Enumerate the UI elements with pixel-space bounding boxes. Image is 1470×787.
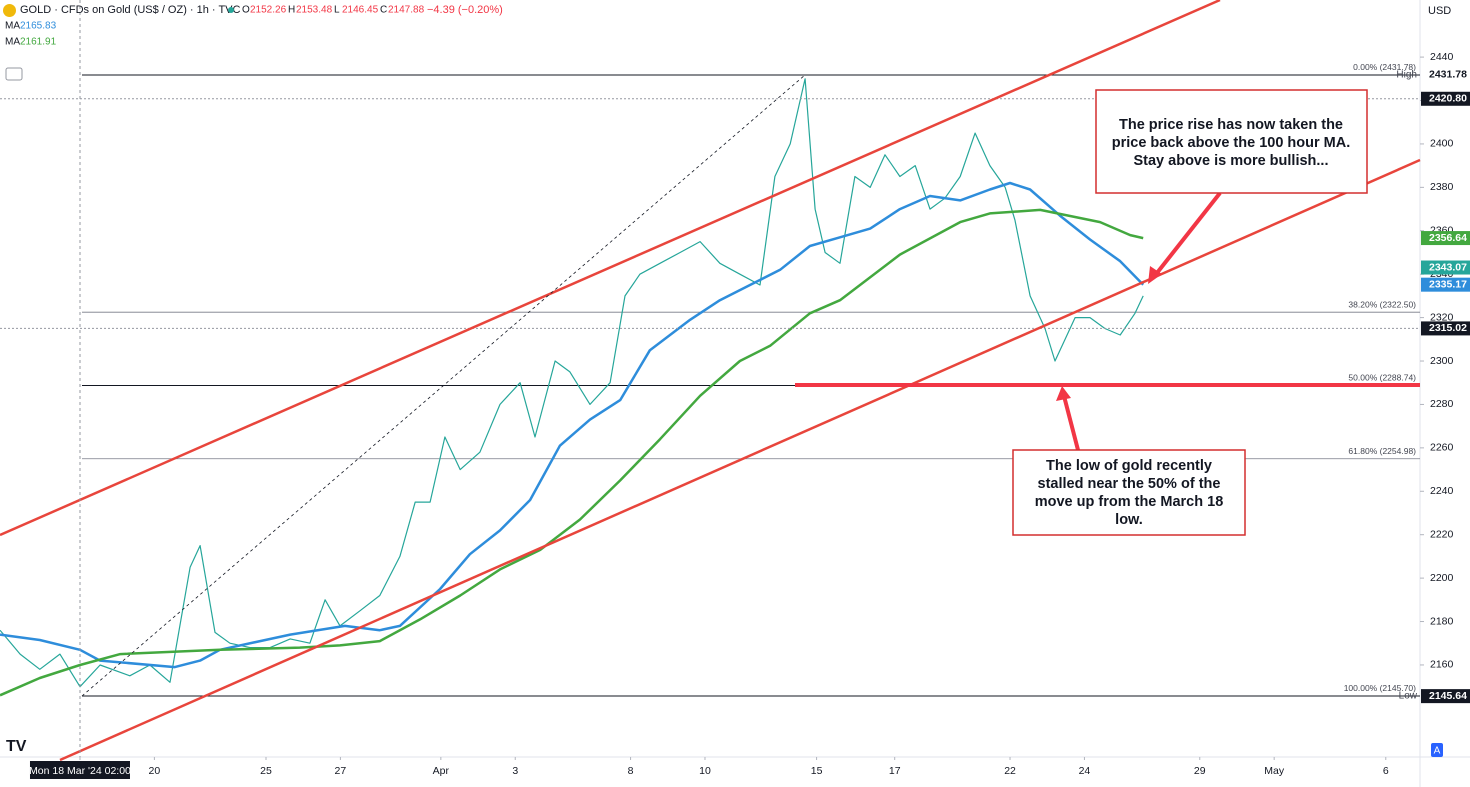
price-label-bg	[1421, 260, 1470, 275]
annotation-box	[1012, 449, 1246, 536]
x-tick-label: 24	[1079, 765, 1091, 777]
price-tag: High	[1396, 70, 1417, 81]
y-tick-label: 2180	[1430, 615, 1454, 627]
price-tag: Low	[1399, 691, 1418, 702]
annotation-text: price back above the 100 hour MA.	[1112, 135, 1351, 151]
x-tick-label: 17	[889, 765, 901, 777]
legend-name: MA	[5, 37, 20, 48]
price-label: 2315.02	[1429, 322, 1467, 334]
x-tick-label: 8	[628, 765, 634, 777]
price-label-bg	[1421, 67, 1470, 82]
symbol-title: GOLD · CFDs on Gold (US$ / OZ) · 1h · TV…	[20, 4, 241, 16]
annotation-box	[1095, 89, 1368, 194]
fib-label: 100.00% (2145.70)	[1344, 683, 1416, 693]
channel-upper	[0, 0, 1221, 537]
x-tick-label: Apr	[433, 765, 450, 777]
legend-value: 2165.83	[20, 21, 57, 32]
y-tick-label: 2160	[1430, 659, 1454, 671]
annotation-text: low.	[1115, 512, 1143, 528]
y-tick-label: 2200	[1430, 572, 1454, 584]
x-tick-label: May	[1264, 765, 1285, 777]
price-label: 2335.17	[1429, 278, 1467, 290]
ohlc-key: O	[242, 5, 250, 16]
x-tick-label: 22	[1004, 765, 1016, 777]
annotations: The price rise has now taken the price ba…	[1035, 117, 1351, 528]
annotation-text: Stay above is more bullish...	[1133, 153, 1328, 169]
arrow-shaft	[1151, 191, 1222, 280]
status-dot	[228, 7, 234, 13]
legend-value: 2161.91	[20, 37, 57, 48]
collapse-button[interactable]	[5, 67, 23, 81]
y-tick-label: 2220	[1430, 528, 1454, 540]
moving-average	[0, 208, 1144, 697]
fib-label: 50.00% (2288.74)	[1348, 373, 1416, 383]
price-label: 2431.78	[1429, 69, 1467, 81]
ohlc-key: H	[288, 5, 295, 16]
ohlc-value: 2153.48	[296, 5, 333, 16]
price-label-bg	[1421, 689, 1470, 704]
fib-label: 38.20% (2322.50)	[1348, 299, 1416, 309]
x-tick-label: 20	[149, 765, 161, 777]
x-tick-label: 10	[699, 765, 711, 777]
y-tick-label: 2400	[1430, 138, 1454, 150]
moving-average	[0, 181, 1145, 669]
x-tick-label: 29	[1194, 765, 1206, 777]
price-label: 2145.64	[1429, 690, 1467, 702]
symbol-icon	[3, 4, 16, 17]
x-tick-label: 27	[335, 765, 347, 777]
arrow-shaft	[1062, 395, 1080, 451]
price-label-bg	[1421, 231, 1470, 246]
price-label-bg	[1421, 91, 1470, 106]
price-label-bg	[1421, 321, 1470, 336]
ohlc-value: 2152.26	[250, 5, 287, 16]
fib-label: 0.00% (2431.78)	[1353, 62, 1416, 72]
y-tick-label: 2320	[1430, 311, 1454, 323]
ohlc-key: L	[334, 5, 340, 16]
annotation-text: stalled near the 50% of the	[1038, 476, 1221, 492]
legend-name: MA	[5, 21, 20, 32]
ohlc-key: C	[380, 5, 387, 16]
fib-label: 61.80% (2254.98)	[1348, 446, 1416, 456]
crosshair-label-bg	[29, 761, 130, 779]
annotation-text: The low of gold recently	[1046, 458, 1212, 474]
change: −4.39 (−0.20%)	[427, 4, 503, 16]
price-label: 2420.80	[1429, 93, 1467, 105]
arrow-head	[1056, 386, 1071, 401]
channel-lower	[59, 158, 1421, 762]
ohlc: O 2152.26 H 2153.48 L 2146.45 C 2147.88	[242, 5, 425, 16]
x-tick-label: 15	[811, 765, 823, 777]
x-tick-label: 3	[512, 765, 518, 777]
auto-button[interactable]	[1431, 743, 1443, 757]
y-tick-label: 2380	[1430, 181, 1454, 193]
x-tick-label: 6	[1383, 765, 1389, 777]
price-label: 2356.64	[1429, 232, 1467, 244]
y-tick-label: 2240	[1430, 485, 1454, 497]
plot-area: 0.00% (2431.78) 38.20% (2322.50) 50.00% (2…	[0, 62, 1420, 697]
x-tick-label: Mon 18 Mar '24 02:00	[29, 765, 131, 777]
annotation-text: The price rise has now taken the	[1119, 117, 1343, 133]
annotation-text: move up from the March 18	[1035, 494, 1224, 510]
price-label-bg	[1421, 277, 1470, 292]
y-tick-label: 2300	[1430, 355, 1454, 367]
logo: TV	[6, 738, 27, 755]
y-tick-label: 2260	[1430, 442, 1454, 454]
fib-trend	[81, 74, 806, 697]
y-tick-label: 2440	[1430, 51, 1454, 63]
ohlc-value: 2147.88	[388, 5, 425, 16]
ohlc-value: 2146.45	[342, 5, 379, 16]
arrow-head	[1148, 266, 1162, 284]
auto-label: A	[1434, 746, 1441, 757]
price-label: 2343.07	[1429, 261, 1467, 273]
price-line	[0, 78, 1144, 688]
y-tick-label: 2280	[1430, 398, 1454, 410]
x-tick-label: 25	[260, 765, 272, 777]
currency[interactable]: USD	[1428, 5, 1451, 17]
